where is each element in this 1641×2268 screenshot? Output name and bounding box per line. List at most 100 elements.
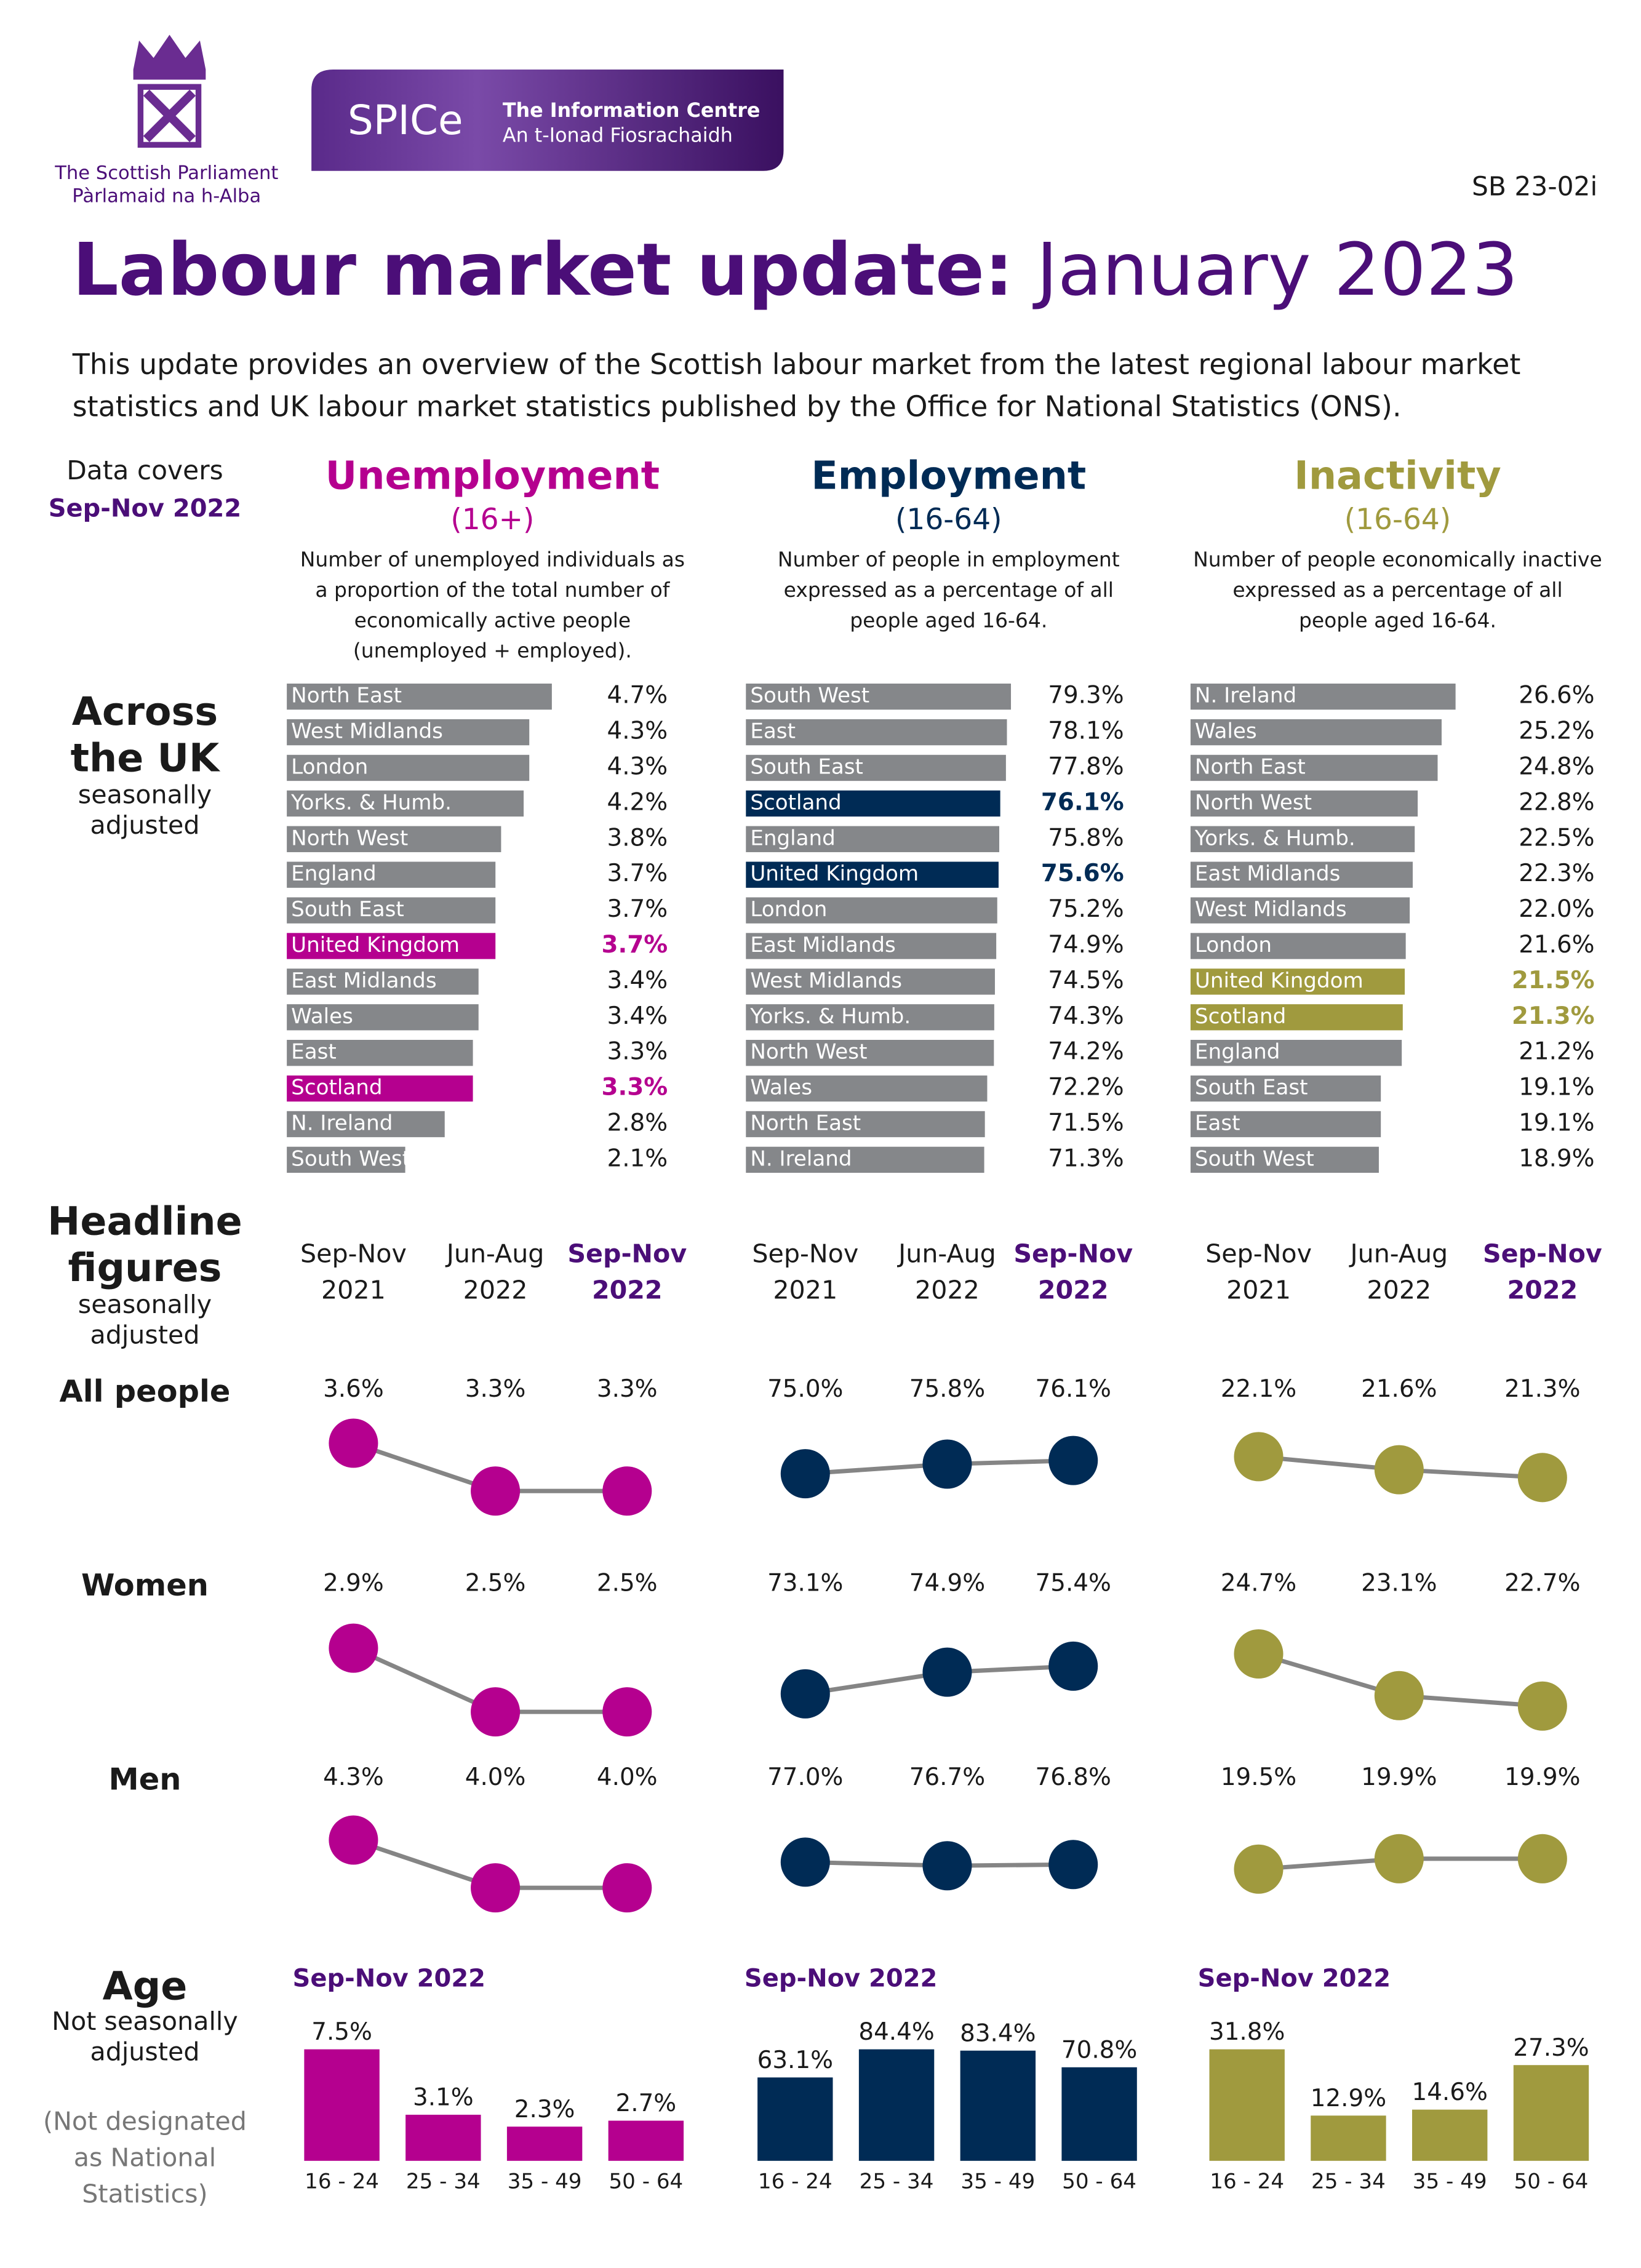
bar — [746, 719, 1007, 746]
section-note: adjusted — [90, 1320, 199, 1350]
title-light: January 2023 — [1032, 228, 1518, 312]
coverage-period: Sep-Nov 2022 — [49, 495, 241, 523]
bar — [746, 754, 1006, 781]
bar-label: East Midlands — [1195, 861, 1340, 886]
dot — [780, 1669, 830, 1719]
x-tick-label: 25 - 34 — [1311, 2170, 1386, 2194]
bar — [858, 2049, 935, 2161]
bar-label: London — [291, 754, 368, 779]
measure-description: a proportion of the total number of — [315, 578, 670, 602]
section-note: adjusted — [90, 810, 199, 840]
bar — [287, 1040, 473, 1066]
dot — [1048, 1641, 1098, 1691]
bar — [287, 933, 496, 959]
column-header: 2022 — [1367, 1276, 1431, 1305]
column-header: 2022 — [592, 1276, 663, 1305]
dot — [1234, 1844, 1284, 1894]
bar-label: East Midlands — [750, 933, 895, 957]
value-label: 4.3% — [323, 1763, 384, 1791]
section-note: Not seasonally — [52, 2006, 238, 2036]
value-label: 74.5% — [1048, 967, 1124, 994]
dot — [922, 1841, 972, 1891]
dot — [1374, 1834, 1424, 1883]
bar — [287, 897, 496, 924]
bar — [1311, 2115, 1386, 2161]
bar — [1190, 897, 1410, 924]
bar — [1513, 2065, 1589, 2161]
dot — [329, 1623, 378, 1673]
value-label: 22.3% — [1519, 860, 1594, 887]
value-label: 21.5% — [1512, 967, 1595, 994]
bar-label: United Kingdom — [291, 933, 460, 957]
bar-label: West Midlands — [1195, 897, 1347, 922]
dot — [780, 1837, 830, 1887]
column-header: Jun-Aug — [896, 1239, 996, 1269]
value-label: 2.1% — [607, 1144, 668, 1172]
value-label: 76.7% — [909, 1763, 985, 1791]
value-label: 3.4% — [607, 1002, 668, 1030]
bar-label: West Midlands — [750, 968, 902, 993]
x-tick-label: 25 - 34 — [406, 2170, 481, 2194]
value-label: 14.6% — [1412, 2078, 1488, 2106]
dot — [329, 1815, 378, 1865]
column-header: 2022 — [1507, 1276, 1578, 1305]
bar-label: North West — [1195, 790, 1312, 815]
measure-age: (16-64) — [1344, 503, 1451, 537]
bar — [1190, 1040, 1402, 1066]
dot — [471, 1466, 521, 1516]
bar — [287, 826, 501, 852]
dot — [922, 1439, 972, 1489]
value-label: 3.3% — [465, 1375, 526, 1403]
value-label: 2.8% — [607, 1109, 668, 1136]
bar-label: North East — [750, 1111, 861, 1135]
bar-label: Wales — [1195, 719, 1257, 744]
dot — [329, 1418, 378, 1468]
bar — [1190, 790, 1418, 817]
value-label: 4.3% — [607, 717, 668, 745]
bar — [287, 790, 524, 817]
value-label: 75.8% — [1048, 824, 1124, 852]
dot — [602, 1863, 652, 1913]
value-label: 70.8% — [1061, 2036, 1137, 2064]
row-label: Women — [81, 1567, 209, 1603]
bar — [304, 2049, 380, 2161]
value-label: 12.9% — [1311, 2085, 1386, 2112]
age-chart-title: Sep-Nov 2022 — [1198, 1965, 1391, 1993]
value-label: 3.1% — [413, 2084, 474, 2112]
column-header: 2021 — [1226, 1276, 1291, 1305]
section-title: Headline — [47, 1199, 242, 1244]
value-label: 2.3% — [514, 2096, 575, 2123]
bar — [287, 683, 552, 710]
bar — [746, 1111, 985, 1138]
section-note: seasonally — [78, 1290, 212, 1319]
bar — [746, 683, 1012, 710]
value-label: 2.5% — [597, 1570, 658, 1597]
bar — [757, 2077, 833, 2161]
bar-label: South West — [1195, 1146, 1314, 1171]
x-tick-label: 16 - 24 — [758, 2170, 832, 2194]
bar — [287, 1075, 473, 1102]
value-label: 78.1% — [1048, 717, 1124, 745]
value-label: 75.0% — [767, 1375, 843, 1403]
intro: This update provides an overview of the … — [72, 348, 1521, 381]
bar — [1190, 1075, 1381, 1102]
bar-label: South West — [291, 1146, 410, 1171]
bar-label: N. Ireland — [291, 1111, 393, 1135]
bar-label: South West — [750, 684, 869, 708]
bar — [1190, 1111, 1381, 1138]
bar — [746, 1075, 988, 1102]
dot — [471, 1687, 521, 1737]
section-caveat: as National — [74, 2142, 216, 2172]
value-label: 21.3% — [1512, 1002, 1595, 1030]
value-label: 24.7% — [1221, 1570, 1296, 1597]
measure-description: expressed as a percentage of all — [1232, 578, 1562, 602]
column-header: 2022 — [1038, 1276, 1109, 1305]
column-header: Sep-Nov — [1205, 1239, 1312, 1269]
intro: statistics and UK labour market statisti… — [73, 389, 1402, 423]
bar — [746, 790, 1000, 817]
bar — [287, 1146, 405, 1173]
measure-description: economically active people — [354, 608, 631, 632]
bar-label: Wales — [750, 1076, 812, 1100]
x-tick-label: 35 - 49 — [1413, 2170, 1487, 2194]
